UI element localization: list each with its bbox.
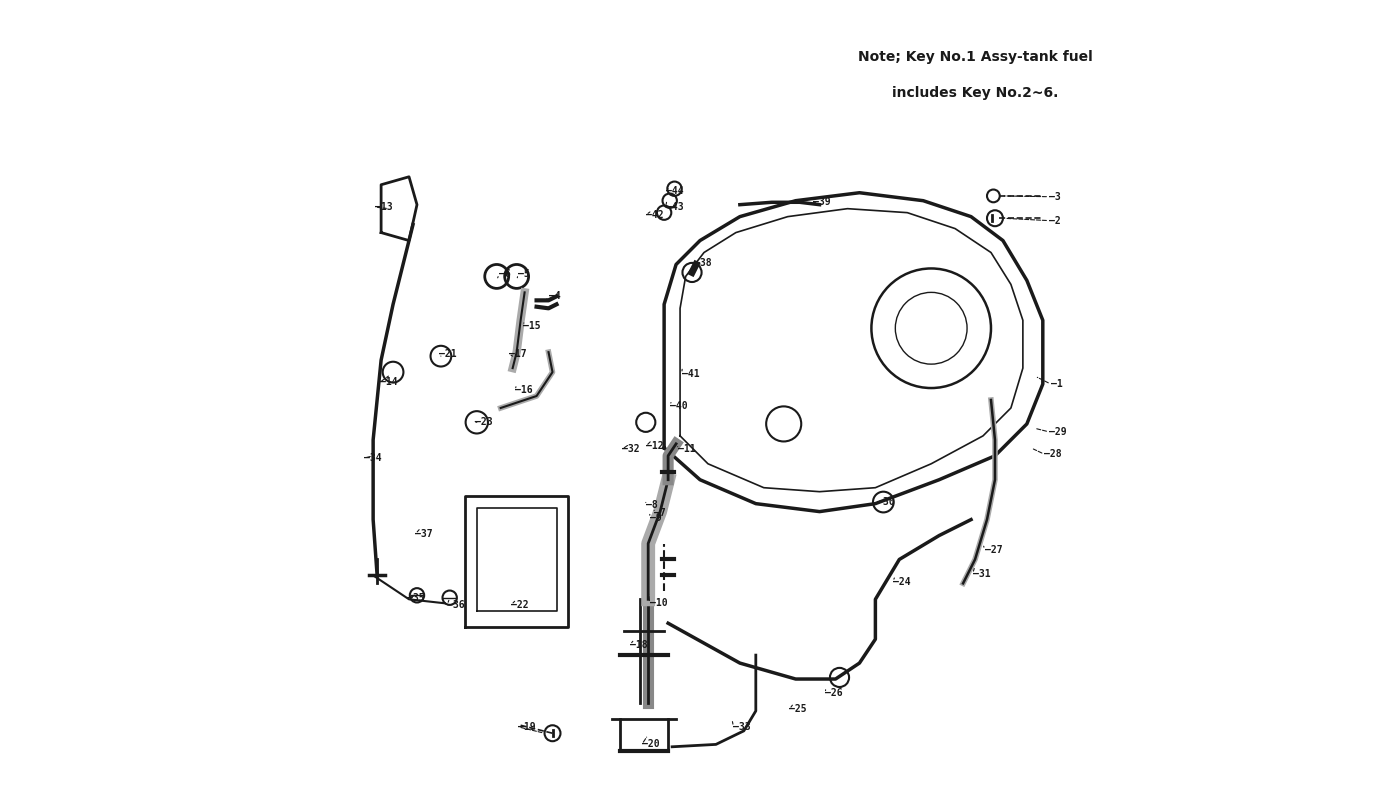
Text: —32: —32 (622, 445, 640, 454)
Text: —9: —9 (650, 513, 662, 523)
Text: Note; Key No.1 Assy-tank fuel: Note; Key No.1 Assy-tank fuel (858, 50, 1092, 64)
Text: —4: —4 (549, 291, 560, 302)
Text: —26: —26 (825, 688, 843, 698)
Text: —44: —44 (666, 186, 683, 196)
Text: —33: —33 (734, 722, 752, 732)
Text: —18: —18 (630, 640, 647, 650)
Text: —35: —35 (407, 593, 426, 602)
Text: —16: —16 (515, 386, 532, 395)
Text: —29: —29 (1049, 427, 1067, 437)
Text: —41: —41 (682, 369, 699, 378)
Text: —20: —20 (641, 739, 659, 750)
Text: —7: —7 (654, 508, 665, 518)
Text: —6: —6 (500, 269, 511, 279)
Text: —3: —3 (1049, 192, 1061, 202)
Text: —1: —1 (1051, 379, 1063, 389)
Text: —5: —5 (518, 269, 531, 279)
Text: —15: —15 (524, 321, 540, 331)
Text: —28: —28 (1044, 450, 1063, 459)
Text: —10: —10 (650, 598, 668, 608)
Text: —14: —14 (379, 378, 398, 387)
Text: —25: —25 (790, 704, 806, 714)
Text: —2: —2 (1049, 216, 1061, 226)
Text: —8: —8 (645, 500, 658, 510)
Text: —37: —37 (416, 529, 433, 539)
Text: —13: —13 (375, 202, 392, 212)
Text: —27: —27 (984, 545, 1002, 555)
Text: —34: —34 (364, 453, 381, 463)
Text: —30: —30 (876, 497, 895, 507)
Text: —42: —42 (645, 210, 664, 220)
Text: —24: —24 (893, 577, 910, 586)
Text: —39: —39 (813, 198, 830, 207)
Text: —43: —43 (666, 202, 683, 212)
Text: —11: —11 (678, 445, 696, 454)
Text: —40: —40 (669, 401, 687, 410)
Text: includes Key No.2~6.: includes Key No.2~6. (892, 86, 1058, 100)
Text: —36: —36 (447, 600, 465, 610)
Text: —19: —19 (518, 722, 536, 732)
Text: —22: —22 (511, 600, 529, 610)
Text: —31: —31 (973, 569, 990, 578)
Text: —12: —12 (645, 442, 664, 451)
Text: —23: —23 (475, 417, 493, 426)
Text: —17: —17 (508, 349, 526, 358)
Text: —38: —38 (693, 258, 711, 268)
Text: —21: —21 (440, 349, 456, 358)
